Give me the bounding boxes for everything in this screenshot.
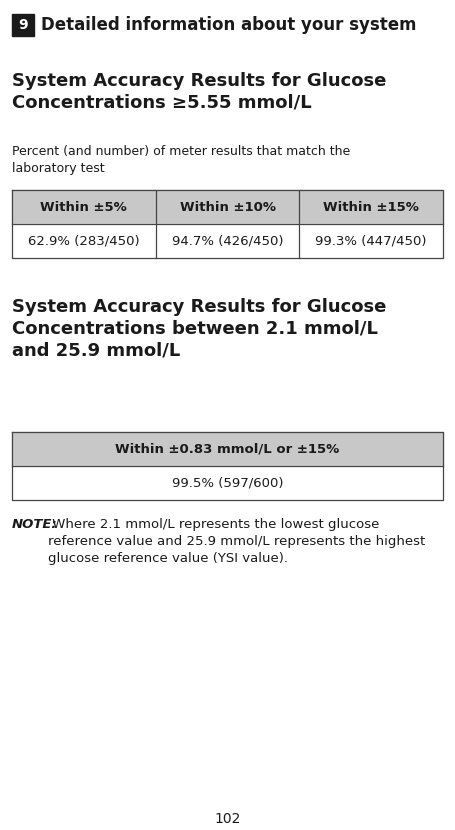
Bar <box>12 224 443 258</box>
Text: System Accuracy Results for Glucose
Concentrations ≥5.55 mmol/L: System Accuracy Results for Glucose Conc… <box>12 72 386 111</box>
Bar <box>12 466 443 500</box>
Text: System Accuracy Results for Glucose
Concentrations between 2.1 mmol/L
and 25.9 m: System Accuracy Results for Glucose Conc… <box>12 298 386 359</box>
Text: Within ±0.83 mmol/L or ±15%: Within ±0.83 mmol/L or ±15% <box>116 442 339 456</box>
Text: 99.5% (597/600): 99.5% (597/600) <box>172 476 283 490</box>
Text: 94.7% (426/450): 94.7% (426/450) <box>172 235 283 247</box>
Text: Within ±15%: Within ±15% <box>323 201 419 213</box>
Bar <box>12 14 34 36</box>
Bar <box>12 432 443 466</box>
Text: 62.9% (283/450): 62.9% (283/450) <box>28 235 140 247</box>
Text: Within ±5%: Within ±5% <box>40 201 127 213</box>
Text: 102: 102 <box>214 812 241 826</box>
Bar <box>12 190 443 224</box>
Text: Detailed information about your system: Detailed information about your system <box>41 16 416 34</box>
Text: 9: 9 <box>18 18 28 32</box>
Text: Percent (and number) of meter results that match the
laboratory test: Percent (and number) of meter results th… <box>12 145 350 175</box>
Text: NOTE:: NOTE: <box>12 518 58 531</box>
Text: 99.3% (447/450): 99.3% (447/450) <box>315 235 427 247</box>
Text: Where 2.1 mmol/L represents the lowest glucose
reference value and 25.9 mmol/L r: Where 2.1 mmol/L represents the lowest g… <box>48 518 425 565</box>
Text: Within ±10%: Within ±10% <box>180 201 275 213</box>
